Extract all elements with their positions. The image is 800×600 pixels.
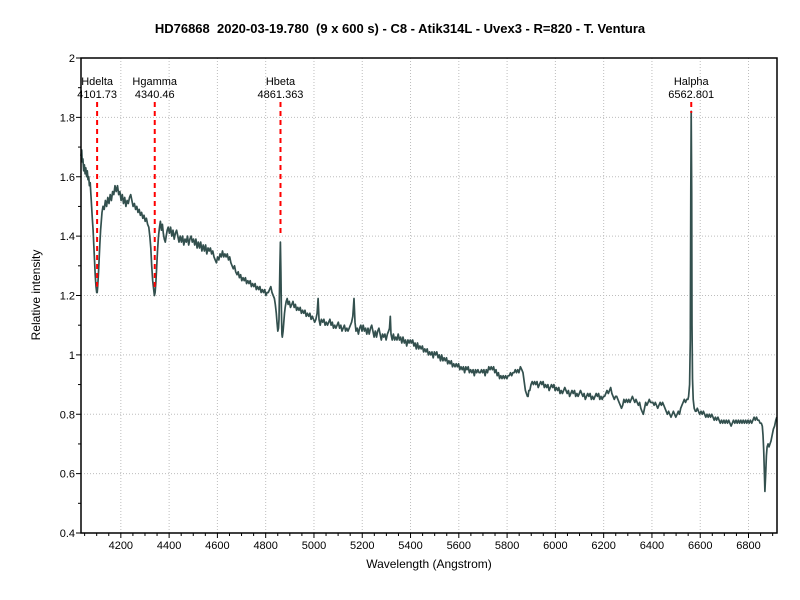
annotation-name: Hgamma [132,76,178,88]
annotation-name: Hbeta [266,76,296,88]
y-axis-label: Relative intensity [29,250,43,341]
spectrum-line [80,110,778,493]
annotation-wavelength: 4340.46 [135,89,175,101]
spectrum-line-layer [80,110,778,493]
x-tick-label: 5400 [398,540,422,552]
annotation-name: Hdelta [81,76,114,88]
y-tick-label: 1.4 [60,231,75,243]
axis-ticks-layer: 4200 4400 4600 4800 5000 5200 5400 5600 5800 6000… [60,53,774,552]
x-tick-label: 6200 [591,540,615,552]
gridlines [81,58,777,533]
x-tick-label: 4200 [109,540,133,552]
y-tick-label: 1 [69,350,75,362]
annotation-name: Halpha [674,76,710,88]
x-tick-label: 5200 [350,540,374,552]
x-tick-label: 6600 [688,540,712,552]
line-annotations-layer: Hdelta4101.73Hgamma4340.46Hbeta4861.363H… [77,76,714,290]
y-tick-label: 0.6 [60,469,75,481]
chart-title: HD76868 2020-03-19.780 (9 x 600 s) - C8 … [155,21,646,36]
annotation-wavelength: 4101.73 [77,89,117,101]
annotation-wavelength: 6562.801 [668,89,714,101]
x-tick-label: 6800 [736,540,760,552]
y-tick-label: 0.8 [60,409,75,421]
y-tick-label: 1.6 [60,172,75,184]
x-tick-label: 5600 [447,540,471,552]
y-tick-label: 1.2 [60,291,75,303]
annotation-wavelength: 4861.363 [258,89,304,101]
x-tick-label: 6400 [640,540,664,552]
x-tick-label: 6000 [543,540,567,552]
y-tick-label: 0.4 [60,528,75,540]
x-tick-label: 4800 [253,540,277,552]
x-tick-label: 4600 [205,540,229,552]
x-tick-label: 4400 [157,540,181,552]
x-axis-label: Wavelength (Angstrom) [366,557,492,571]
y-tick-label: 2 [69,53,75,65]
y-tick-label: 1.8 [60,112,75,124]
x-tick-label: 5800 [495,540,519,552]
x-tick-label: 5000 [302,540,326,552]
